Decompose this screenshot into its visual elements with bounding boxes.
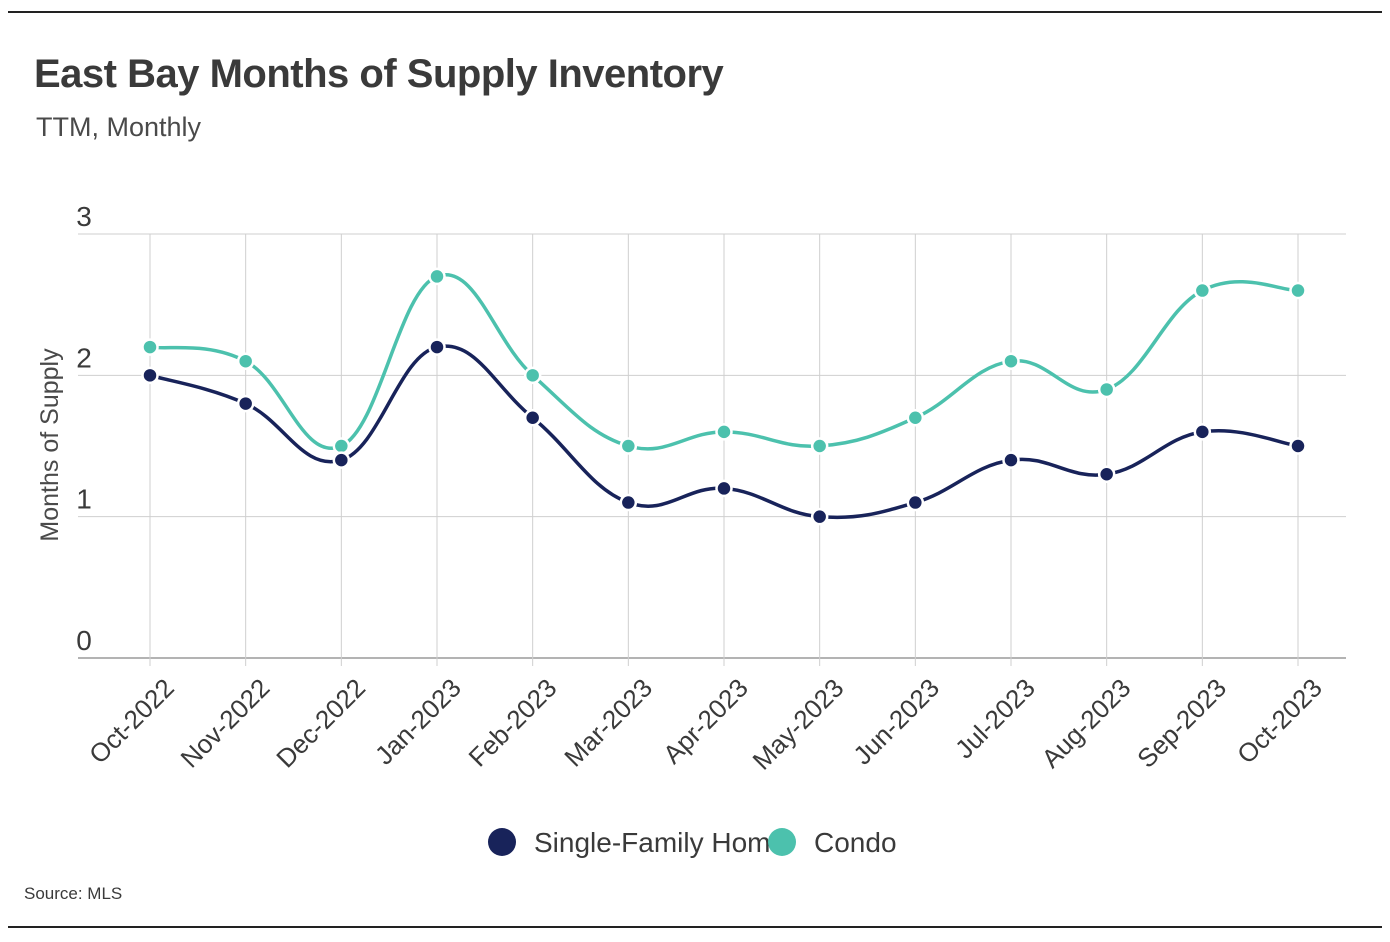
y-tick-label: 1 [76,484,92,515]
data-point-single-family-home [332,451,351,469]
data-point-single-family-home [619,493,638,512]
y-axis-ticks: 0 1 2 3 [76,201,92,656]
chart-title: East Bay Months of Supply Inventory [34,52,724,96]
x-tick-label: Sep-2023 [1131,673,1232,774]
data-point-condo [141,338,159,356]
y-tick-label: 0 [76,625,92,656]
x-axis-ticks: Oct-2022Nov-2022Dec-2022Jan-2023Feb-2023… [83,673,1328,776]
data-point-single-family-home [715,479,733,498]
data-point-condo [1097,380,1116,399]
legend-label-single-family-home: Single-Family Home [534,827,786,858]
chart-subtitle: TTM, Monthly [36,112,202,142]
source-note: Source: MLS [24,884,123,903]
x-tick-label: Feb-2023 [463,673,563,773]
data-point-condo [523,366,542,385]
x-tick-label: Dec-2022 [270,673,371,774]
x-tick-label: Jan-2023 [369,673,467,771]
legend-marker-condo [768,828,796,856]
data-point-condo [236,352,255,370]
data-point-single-family-home [428,338,446,356]
data-point-single-family-home [1002,451,1020,469]
legend-label-condo: Condo [814,827,897,858]
x-tick-label: Nov-2022 [175,673,276,774]
data-point-condo [906,408,925,427]
data-point-condo [810,437,829,455]
data-point-single-family-home [236,394,255,413]
bottom-rule [8,926,1382,928]
data-point-single-family-home [141,366,159,385]
grid-lines [78,233,1346,666]
data-point-condo [715,423,733,441]
x-tick-label: Oct-2022 [83,673,180,770]
data-point-single-family-home [1193,423,1212,441]
data-point-condo [1193,281,1212,300]
y-tick-label: 3 [76,201,92,232]
data-point-condo [1289,281,1307,300]
x-tick-label: Oct-2023 [1231,673,1328,770]
x-tick-label: May-2023 [747,673,850,776]
data-point-condo [619,437,638,455]
data-point-single-family-home [906,493,925,512]
x-tick-label: Jun-2023 [847,673,945,771]
legend-marker-single-family-home [488,828,516,856]
data-point-condo [428,267,446,286]
data-point-condo [332,437,351,455]
data-point-single-family-home [1097,465,1116,484]
x-tick-label: Mar-2023 [558,673,658,773]
x-tick-label: Jul-2023 [949,673,1041,765]
data-point-single-family-home [810,507,829,526]
legend: Single-Family Home Condo [488,827,897,858]
y-axis-label: Months of Supply [36,348,64,542]
top-rule [8,11,1382,13]
data-point-condo [1002,352,1020,370]
data-point-single-family-home [1289,437,1307,455]
y-tick-label: 2 [76,342,92,373]
x-tick-label: Aug-2023 [1036,673,1137,774]
x-tick-label: Apr-2023 [657,673,754,770]
data-point-single-family-home [523,408,542,427]
series-group [141,267,1307,526]
